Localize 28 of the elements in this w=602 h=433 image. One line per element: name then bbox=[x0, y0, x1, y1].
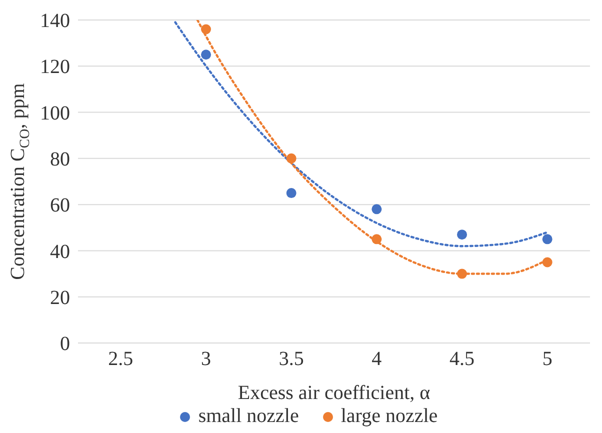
legend-label: small nozzle bbox=[197, 405, 299, 428]
line-series bbox=[174, 21, 548, 248]
point bbox=[286, 153, 296, 164]
x-tick-label: 5 bbox=[542, 348, 552, 370]
y-tick-label: 140 bbox=[40, 10, 70, 32]
x-tick-label: 3.5 bbox=[278, 348, 304, 370]
point bbox=[286, 188, 296, 198]
point bbox=[201, 24, 211, 34]
y-tick-label: 0 bbox=[60, 333, 70, 356]
point bbox=[201, 50, 211, 60]
x-tick-label: 4.5 bbox=[450, 348, 474, 370]
legend-label: large nozzle bbox=[340, 405, 438, 428]
y-tick-label: 40 bbox=[50, 240, 70, 263]
point bbox=[542, 257, 552, 268]
point bbox=[457, 230, 467, 240]
x-tick-label: 2.5 bbox=[108, 348, 134, 370]
y-tick-label: 80 bbox=[50, 148, 70, 171]
point bbox=[542, 234, 552, 244]
x-tick-label: 4 bbox=[372, 348, 382, 370]
x-axis-title: Excess air coefficient, α bbox=[238, 382, 431, 404]
x-tick-label: 3 bbox=[201, 348, 211, 370]
y-tick-label: 20 bbox=[50, 286, 70, 309]
point bbox=[457, 268, 467, 279]
y-tick-label: 100 bbox=[40, 102, 70, 124]
point bbox=[372, 234, 382, 244]
point bbox=[372, 204, 382, 214]
y-tick-label: 120 bbox=[40, 56, 70, 78]
y-tick-label: 60 bbox=[50, 194, 70, 217]
